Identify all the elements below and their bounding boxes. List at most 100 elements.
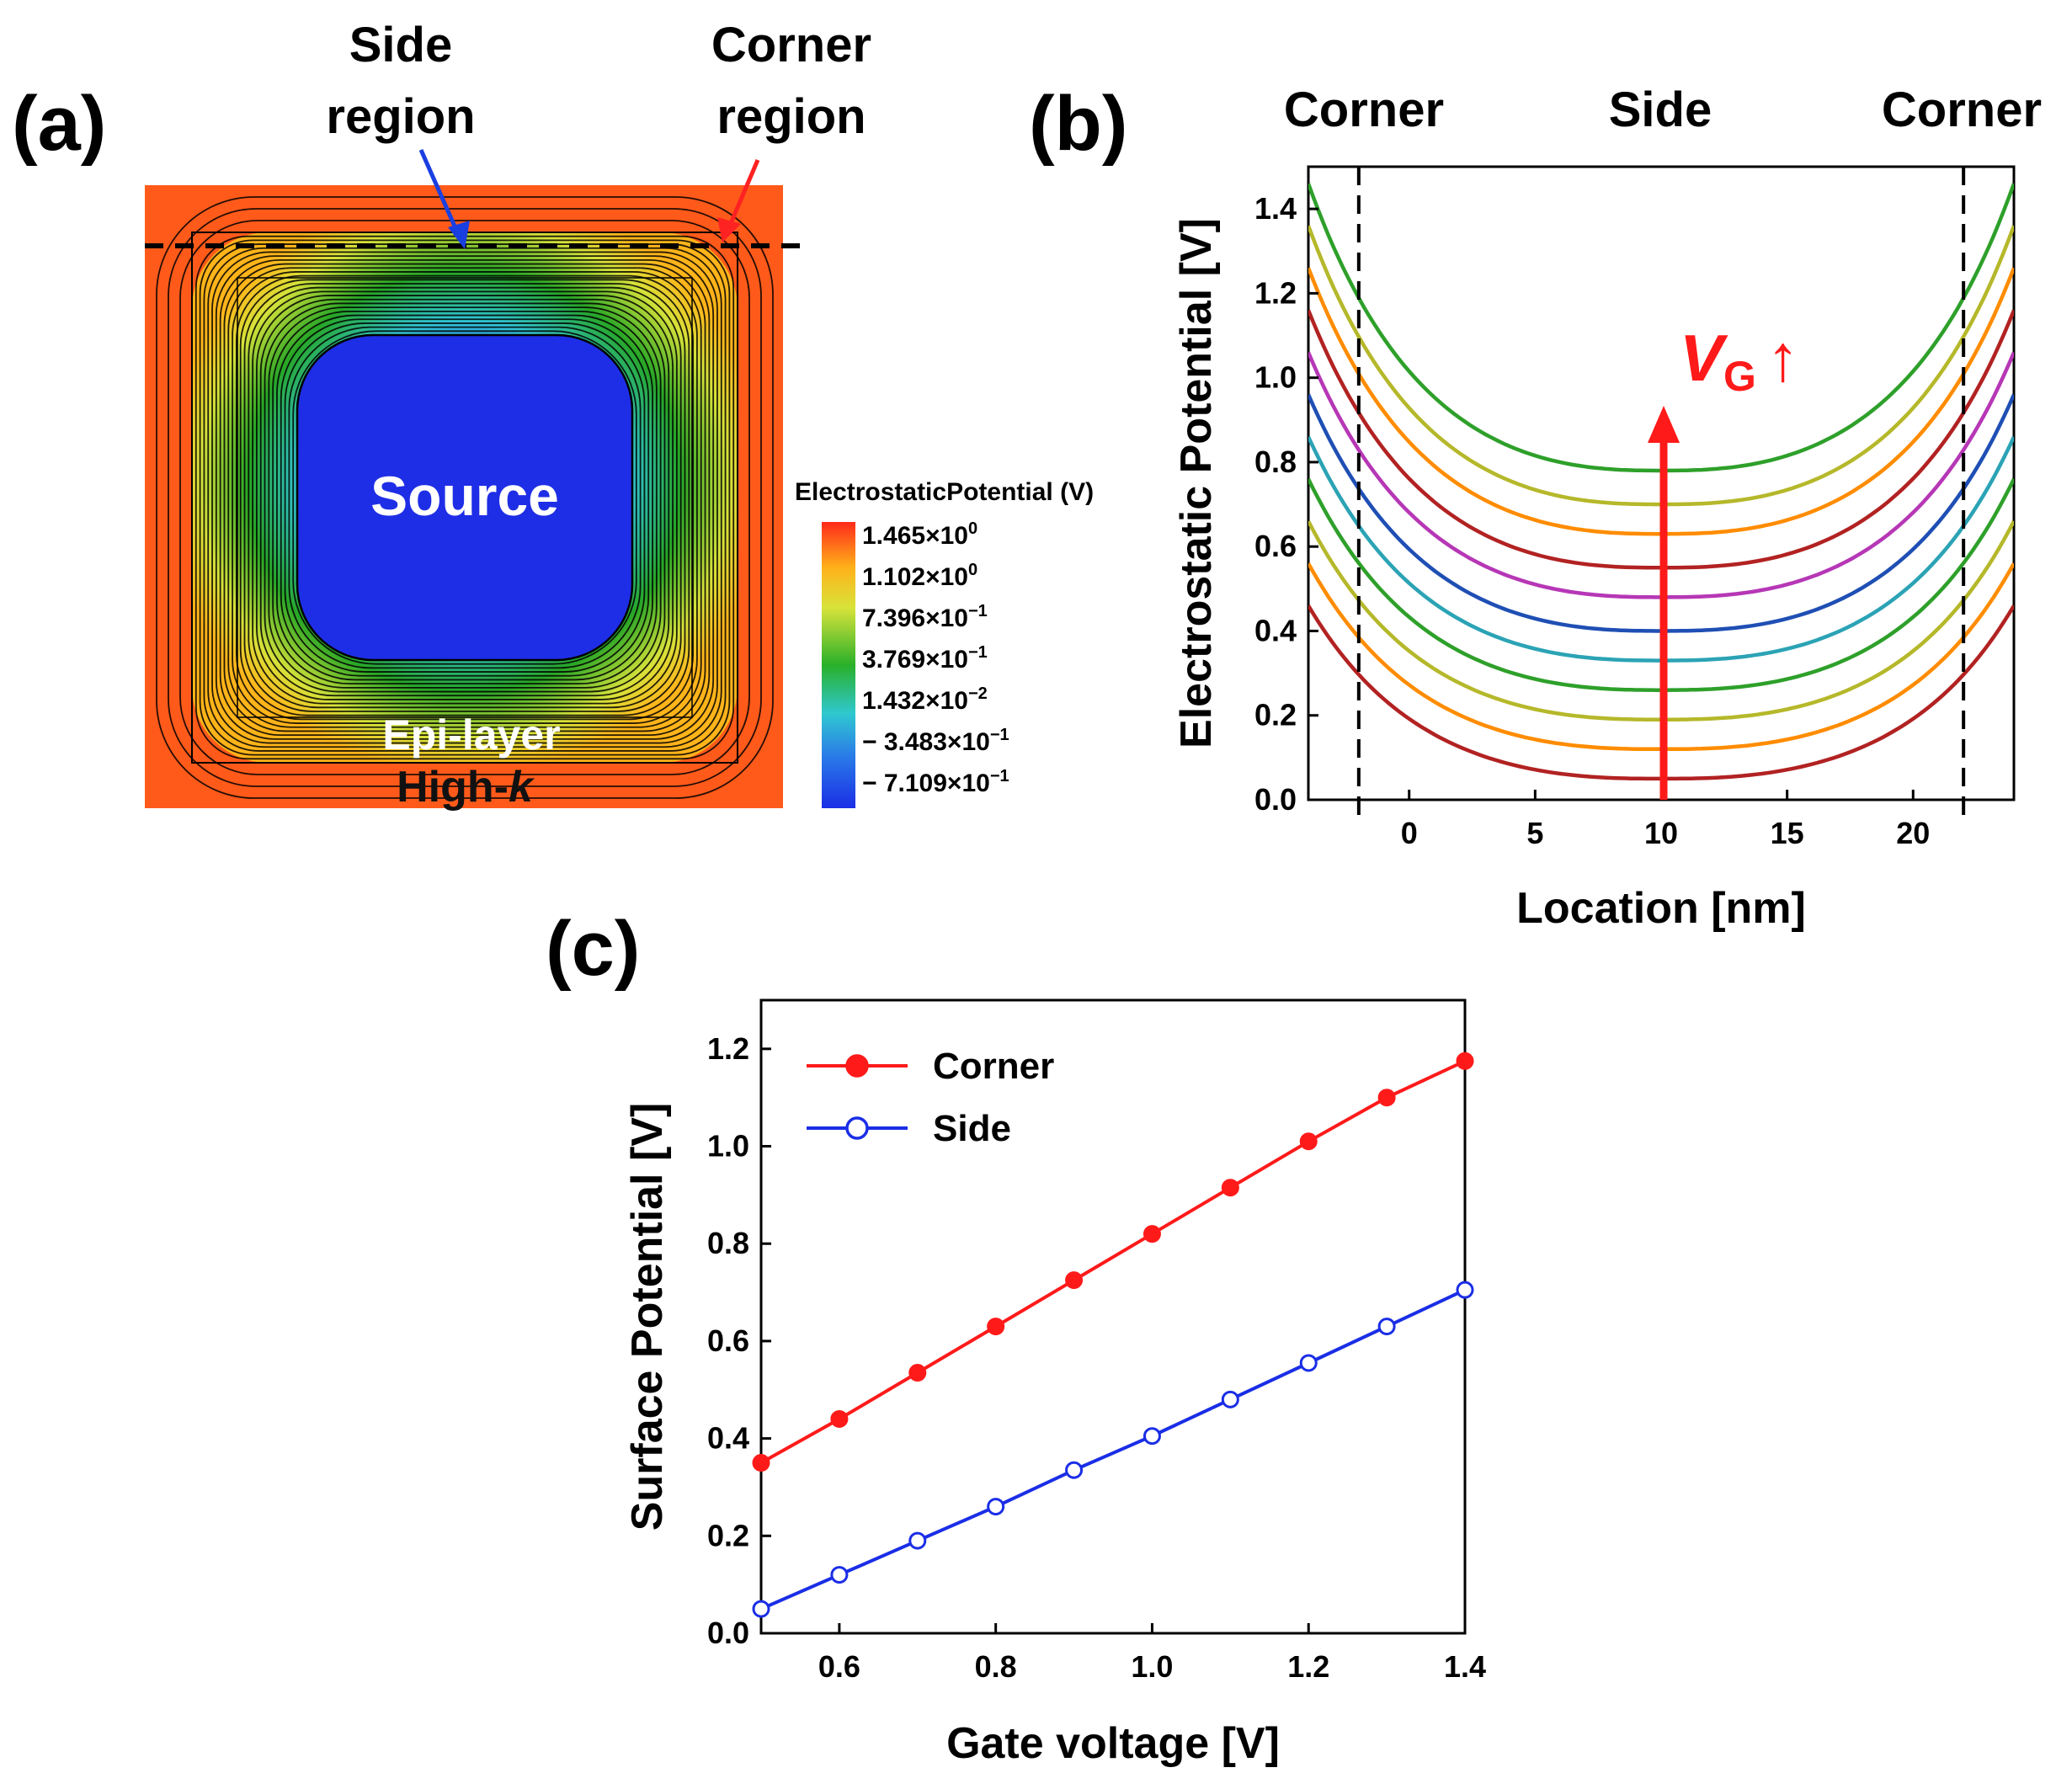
colorbar-scale: [822, 522, 855, 808]
data-point-Side: [752, 1600, 770, 1618]
source-label: Source: [370, 465, 559, 527]
contour-line: [239, 279, 690, 716]
vg-arrow-head: [1648, 406, 1680, 443]
contour-line: [272, 310, 658, 685]
data-point-Side: [1221, 1390, 1239, 1408]
colorbar-tick-label: 3.769×10−1: [862, 643, 988, 674]
y-tick-label: 0.6: [707, 1323, 749, 1358]
panel-b: (b) Corner Side Corner 0 5 10 15 20 0.0 0.2 0.4…: [1029, 81, 2042, 933]
y-tick-label: 0.0: [1254, 782, 1297, 817]
y-tick-label: 0.6: [1254, 529, 1297, 563]
colorbar-tick-label: 7.396×10−1: [862, 602, 988, 632]
x-tick-label: 1.0: [1131, 1649, 1173, 1684]
data-point-Corner: [1456, 1052, 1474, 1070]
contour-line: [211, 251, 718, 744]
y-tick-label: 0.8: [707, 1226, 749, 1260]
contour-line: [243, 283, 686, 712]
side-region-arrowhead: [448, 221, 470, 249]
x-tick-label: 5: [1526, 816, 1543, 850]
plot-c-xlabel: Gate voltage [V]: [946, 1719, 1280, 1768]
series-line-Corner: [760, 1059, 1466, 1465]
plot-b-ylabel: Electrostatic Potential [V]: [1172, 218, 1221, 748]
plot-c-frame: [759, 998, 1467, 1635]
contour-line: [227, 267, 702, 728]
x-tick-label: 1.4: [1444, 1649, 1486, 1684]
contour-line: [179, 220, 750, 775]
contour-line: [235, 274, 695, 721]
x-tick-label: 15: [1771, 816, 1804, 850]
contour-line: [248, 286, 682, 709]
corner-region-arrow: [727, 159, 760, 228]
x-tick-label: 0: [1401, 816, 1418, 850]
contour-line: [156, 196, 774, 799]
plot-c-legend: Corner Side: [807, 1046, 1054, 1149]
y-tick-label: 0.0: [707, 1616, 749, 1650]
y-tick-label: 1.0: [707, 1129, 749, 1163]
plot-b-xlabel: Location [nm]: [1516, 884, 1806, 933]
data-point-Corner: [987, 1318, 1005, 1336]
panel-a: (a) Side region Corner region Source Epi…: [12, 18, 1094, 812]
y-tick-label: 0.8: [1254, 445, 1297, 479]
inner-boundary: [237, 277, 693, 718]
x-tick-label: 20: [1896, 816, 1930, 850]
contour-line: [280, 318, 650, 677]
panel-b-label: (b): [1029, 81, 1127, 167]
contour-lines: [156, 196, 774, 799]
colorbar-tick-label: 1.102×100: [862, 561, 977, 591]
corner-region-label-line2: region: [716, 89, 866, 144]
colorbar-tick-label: − 7.109×10−1: [862, 767, 1009, 797]
y-tick-label: 0.2: [1254, 698, 1297, 732]
contour-line: [168, 208, 762, 787]
data-point-Corner: [1065, 1271, 1084, 1290]
y-tick-label: 1.0: [1254, 360, 1297, 395]
y-tick-label: 1.2: [1254, 275, 1297, 310]
y-tick-label: 1.2: [707, 1031, 749, 1066]
contour-line: [252, 290, 678, 705]
x-tick-label: 0.8: [975, 1649, 1017, 1684]
region-label-middle: Side: [1609, 83, 1712, 137]
legend-marker-Side: [845, 1116, 869, 1140]
data-point-Corner: [1143, 1225, 1161, 1243]
contour-line: [284, 322, 646, 673]
source-region: [296, 333, 634, 662]
colorbar-tick-label: 1.465×100: [862, 519, 977, 550]
contour-line: [292, 330, 637, 665]
panel-c: (c) 0.6 0.8 1.0 1.2 1.4 0.0 0.2 0.4 0.6 0.8 1.0 1.2…: [546, 906, 1486, 1768]
contour-line: [276, 314, 653, 681]
contour-line: [223, 263, 706, 732]
x-tick-label: 1.2: [1287, 1649, 1329, 1684]
contour-line: [268, 306, 662, 689]
colorbar-title: ElectrostaticPotential (V): [795, 478, 1094, 506]
contour-line: [215, 255, 715, 740]
data-point-Corner: [908, 1364, 927, 1382]
plot-b-axes: 0 5 10 15 20 0.0 0.2 0.4 0.6 0.8 1.0 1.2 1.4: [1254, 167, 1966, 850]
data-point-Corner: [752, 1454, 770, 1472]
side-region-label-line1: Side: [349, 18, 453, 72]
contour-line: [259, 298, 670, 697]
contour-line: [256, 295, 674, 700]
colorbar-ticks: 1.465×100 1.102×100 7.396×10−1 3.769×10−1 1.…: [862, 519, 1009, 797]
corner-region-arrowhead: [717, 217, 741, 242]
vg-label: VG ↑: [1680, 321, 1799, 400]
data-point-Side: [1456, 1281, 1474, 1299]
data-point-Corner: [830, 1409, 849, 1428]
data-point-Side: [1299, 1354, 1318, 1372]
plot-c: [752, 1052, 1474, 1618]
series-line-Side: [760, 1288, 1466, 1611]
data-point-Side: [1065, 1461, 1084, 1479]
corner-region-label-line1: Corner: [711, 18, 871, 72]
legend-label-Corner: Corner: [933, 1046, 1054, 1087]
legend-marker-Corner: [845, 1054, 869, 1078]
region-label-right: Corner: [1882, 83, 2042, 137]
data-point-Side: [908, 1531, 927, 1550]
y-tick-label: 0.2: [707, 1518, 749, 1552]
legend-label-Side: Side: [933, 1108, 1011, 1149]
y-tick-label: 0.4: [1254, 613, 1297, 647]
side-region-label-line2: region: [326, 89, 475, 144]
contour-line: [232, 271, 698, 724]
data-point-Corner: [1221, 1179, 1239, 1197]
data-point-Side: [830, 1566, 849, 1584]
colorbar-tick-label: 1.432×10−2: [862, 684, 988, 715]
contour-line: [219, 258, 711, 737]
data-point-Side: [1377, 1318, 1396, 1336]
